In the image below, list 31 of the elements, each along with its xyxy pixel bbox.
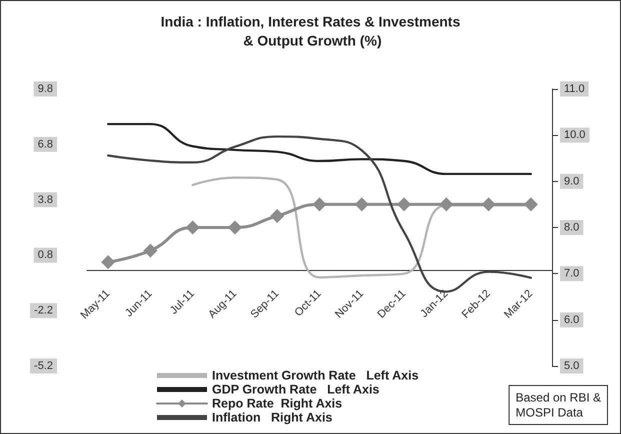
line-series (107, 122, 532, 176)
point (270, 208, 284, 223)
y2-tick-label: 5.0 (564, 360, 580, 372)
point (143, 244, 158, 258)
point (524, 197, 538, 212)
y2-tick-label: 6.0 (564, 314, 580, 326)
y2-tick-label: 11.0 (564, 83, 585, 95)
y-tick-label: -5.2 (34, 360, 53, 372)
point (101, 255, 116, 270)
legend-label: Repo Rate Right Axis (212, 396, 342, 410)
y2-tick-label: 10.0 (564, 129, 586, 142)
legend-label: Investment Growth Rate Left Axis (212, 368, 419, 382)
y-tick-label: -2.2 (34, 304, 53, 317)
point (397, 197, 412, 212)
y2-tick-label: 7.0 (564, 268, 580, 280)
y2-tick-label: 9.0 (564, 175, 580, 188)
point (482, 197, 496, 212)
y-tick-label: 3.8 (38, 194, 53, 206)
point (439, 197, 454, 212)
text: Based on RBI & MOSPI Data (516, 390, 602, 420)
y-tick-label: 0.8 (38, 249, 53, 262)
point (186, 220, 200, 234)
point (312, 197, 326, 212)
legend-label: GDP Growth Rate Left Axis (212, 382, 380, 396)
chart-title: India : Inflation, Interest Rates & Investments & Output Growth (%) (160, 14, 460, 48)
point (354, 197, 369, 212)
point (228, 220, 242, 234)
y-tick-label: 9.8 (38, 83, 53, 95)
y-tick-label: 6.8 (38, 138, 53, 150)
legend-label: Inflation Right Axis (212, 410, 332, 424)
y2-tick-label: 8.0 (564, 222, 580, 234)
